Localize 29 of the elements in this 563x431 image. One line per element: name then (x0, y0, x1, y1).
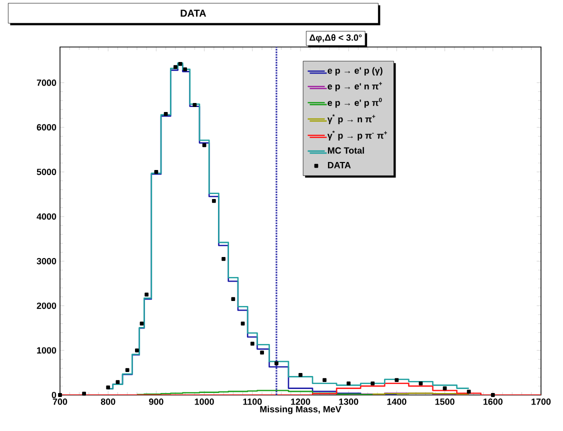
x-tick-label: 800 (100, 398, 116, 405)
legend-label: γ$^{*}$ p → n π$^{+}$ (327, 114, 376, 124)
x-tick-label: 1100 (243, 398, 262, 405)
x-tick-label: 1700 (532, 398, 551, 405)
legend-label: DATA (328, 162, 351, 168)
legend-label: e p → e' n π$^{+}$ (328, 82, 382, 92)
y-tick-label: 6000 (36, 124, 56, 130)
y-tick-label: 7000 (36, 80, 56, 86)
y-tick-label: 5000 (36, 168, 56, 176)
y-tick-label: 2000 (36, 302, 56, 309)
x-axis-title: Missing Mass, MeV (260, 406, 342, 414)
y-tick-label: 1000 (37, 347, 56, 354)
text: Δφ,Δθ < 3.0° (310, 34, 362, 43)
chart-title: DATA (180, 10, 206, 17)
x-tick-label: 1200 (291, 398, 310, 405)
x-tick-label: 1600 (483, 398, 503, 405)
legend-label: e p → e' p (γ) (328, 67, 382, 76)
y-tick-label: 4000 (36, 213, 56, 220)
y-tick-label: 3000 (36, 258, 56, 264)
x-tick-label: 1000 (194, 398, 214, 405)
x-tick-label: 1300 (339, 398, 358, 405)
legend-label: γ$^{*}$ p → p π$^{-}$ π$^{+}$ (327, 130, 388, 140)
legend-label: e p → e' p π$^{0}$ (328, 98, 382, 108)
x-tick-label: 1400 (387, 398, 406, 405)
x-tick-label: 900 (149, 398, 164, 405)
legend-label: MC Total (328, 147, 364, 154)
x-tick-label: 1500 (435, 398, 454, 405)
x-tick-label: 700 (52, 398, 68, 405)
y-tick-label: 0 (52, 392, 56, 398)
